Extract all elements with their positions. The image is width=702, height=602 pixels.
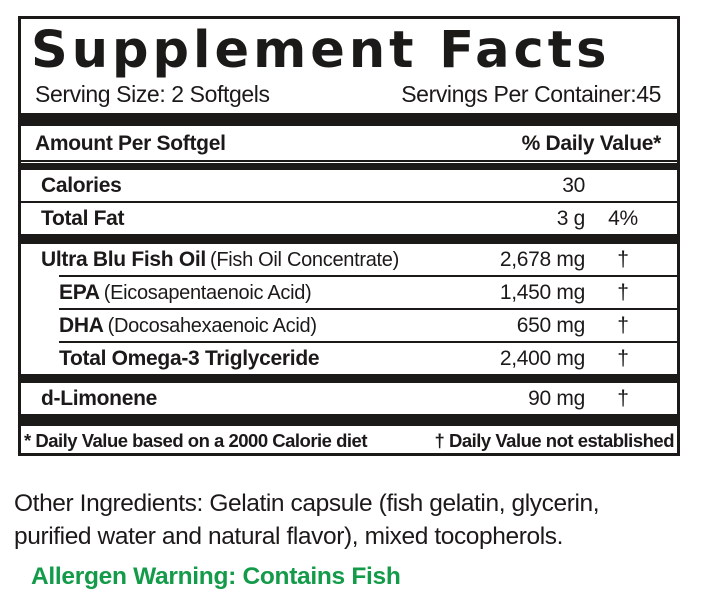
nutrient-amount: 3 g bbox=[556, 207, 586, 230]
nutrient-row-dha: DHA (Docosahexaenoic Acid) 650 mg † bbox=[21, 310, 677, 341]
supplement-facts-panel: Supplement Facts Serving Size: 2 Softgel… bbox=[18, 16, 680, 456]
thick-divider bbox=[21, 374, 677, 383]
footnote-row: * Daily Value based on a 2000 Calorie di… bbox=[21, 426, 677, 457]
nutrient-row-total-fat: Total Fat 3 g 4% bbox=[21, 203, 677, 234]
nutrient-name: DHA (Docosahexaenoic Acid) bbox=[59, 314, 317, 337]
nutrient-amount: 2,678 mg bbox=[499, 248, 585, 271]
panel-title: Supplement Facts bbox=[31, 21, 611, 80]
serving-info-row: Serving Size: 2 Softgels Servings Per Co… bbox=[21, 78, 677, 113]
thin-divider bbox=[21, 201, 677, 203]
thick-divider bbox=[21, 414, 677, 426]
nutrient-row-epa: EPA (Eicosapentaenoic Acid) 1,450 mg † bbox=[21, 277, 677, 308]
thick-divider bbox=[21, 163, 677, 170]
daily-value-header: % Daily Value* bbox=[521, 132, 662, 155]
nutrient-name: Ultra Blu Fish Oil (Fish Oil Concentrate) bbox=[41, 248, 399, 271]
nutrient-row-calories: Calories 30 bbox=[21, 170, 677, 201]
servings-per-container-text: Servings Per Container:45 bbox=[401, 81, 661, 107]
other-ingredients-line2: purified water and natural flavor), mixe… bbox=[14, 523, 563, 550]
nutrient-daily-value: † bbox=[617, 248, 629, 271]
nutrient-name: EPA (Eicosapentaenoic Acid) bbox=[59, 281, 312, 304]
thick-divider bbox=[21, 113, 677, 126]
nutrient-amount: 650 mg bbox=[516, 314, 586, 337]
nutrient-name: Calories bbox=[41, 174, 122, 197]
nutrient-name: Total Fat bbox=[41, 207, 125, 230]
amount-per-softgel-header: Amount Per Softgel bbox=[35, 132, 226, 155]
other-ingredients-text: Other Ingredients: Gelatin capsule (fish… bbox=[14, 487, 696, 553]
nutrient-row-total-omega3: Total Omega-3 Triglyceride 2,400 mg † bbox=[21, 343, 677, 374]
nutrient-daily-value: 4% bbox=[608, 207, 638, 230]
allergen-warning-text: Allergen Warning: Contains Fish bbox=[31, 563, 401, 590]
nutrient-amount: 2,400 mg bbox=[499, 347, 585, 370]
nutrient-daily-value: † bbox=[617, 387, 629, 410]
nutrient-daily-value: † bbox=[617, 347, 629, 370]
nutrient-amount: 90 mg bbox=[528, 387, 585, 410]
nutrient-name: Total Omega-3 Triglyceride bbox=[59, 347, 320, 370]
daily-value-footnote: * Daily Value based on a 2000 Calorie di… bbox=[24, 430, 368, 451]
nutrient-amount: 1,450 mg bbox=[499, 281, 585, 304]
nutrient-row-d-limonene: d-Limonene 90 mg † bbox=[21, 383, 677, 414]
nutrient-name: d-Limonene bbox=[41, 387, 157, 410]
dagger-footnote: † Daily Value not established bbox=[434, 430, 675, 451]
thick-divider bbox=[21, 234, 677, 244]
nutrient-amount: 30 bbox=[562, 174, 585, 197]
other-ingredients-line1: Other Ingredients: Gelatin capsule (fish… bbox=[14, 490, 600, 517]
thin-divider bbox=[59, 308, 677, 310]
thin-divider bbox=[59, 341, 677, 343]
nutrient-row-fish-oil: Ultra Blu Fish Oil (Fish Oil Concentrate)… bbox=[21, 244, 677, 275]
nutrient-daily-value: † bbox=[617, 314, 629, 337]
serving-size-text: Serving Size: 2 Softgels bbox=[35, 81, 270, 107]
nutrient-daily-value: † bbox=[617, 281, 629, 304]
column-header-row: Amount Per Softgel % Daily Value* bbox=[21, 126, 677, 162]
thin-divider bbox=[59, 275, 677, 277]
